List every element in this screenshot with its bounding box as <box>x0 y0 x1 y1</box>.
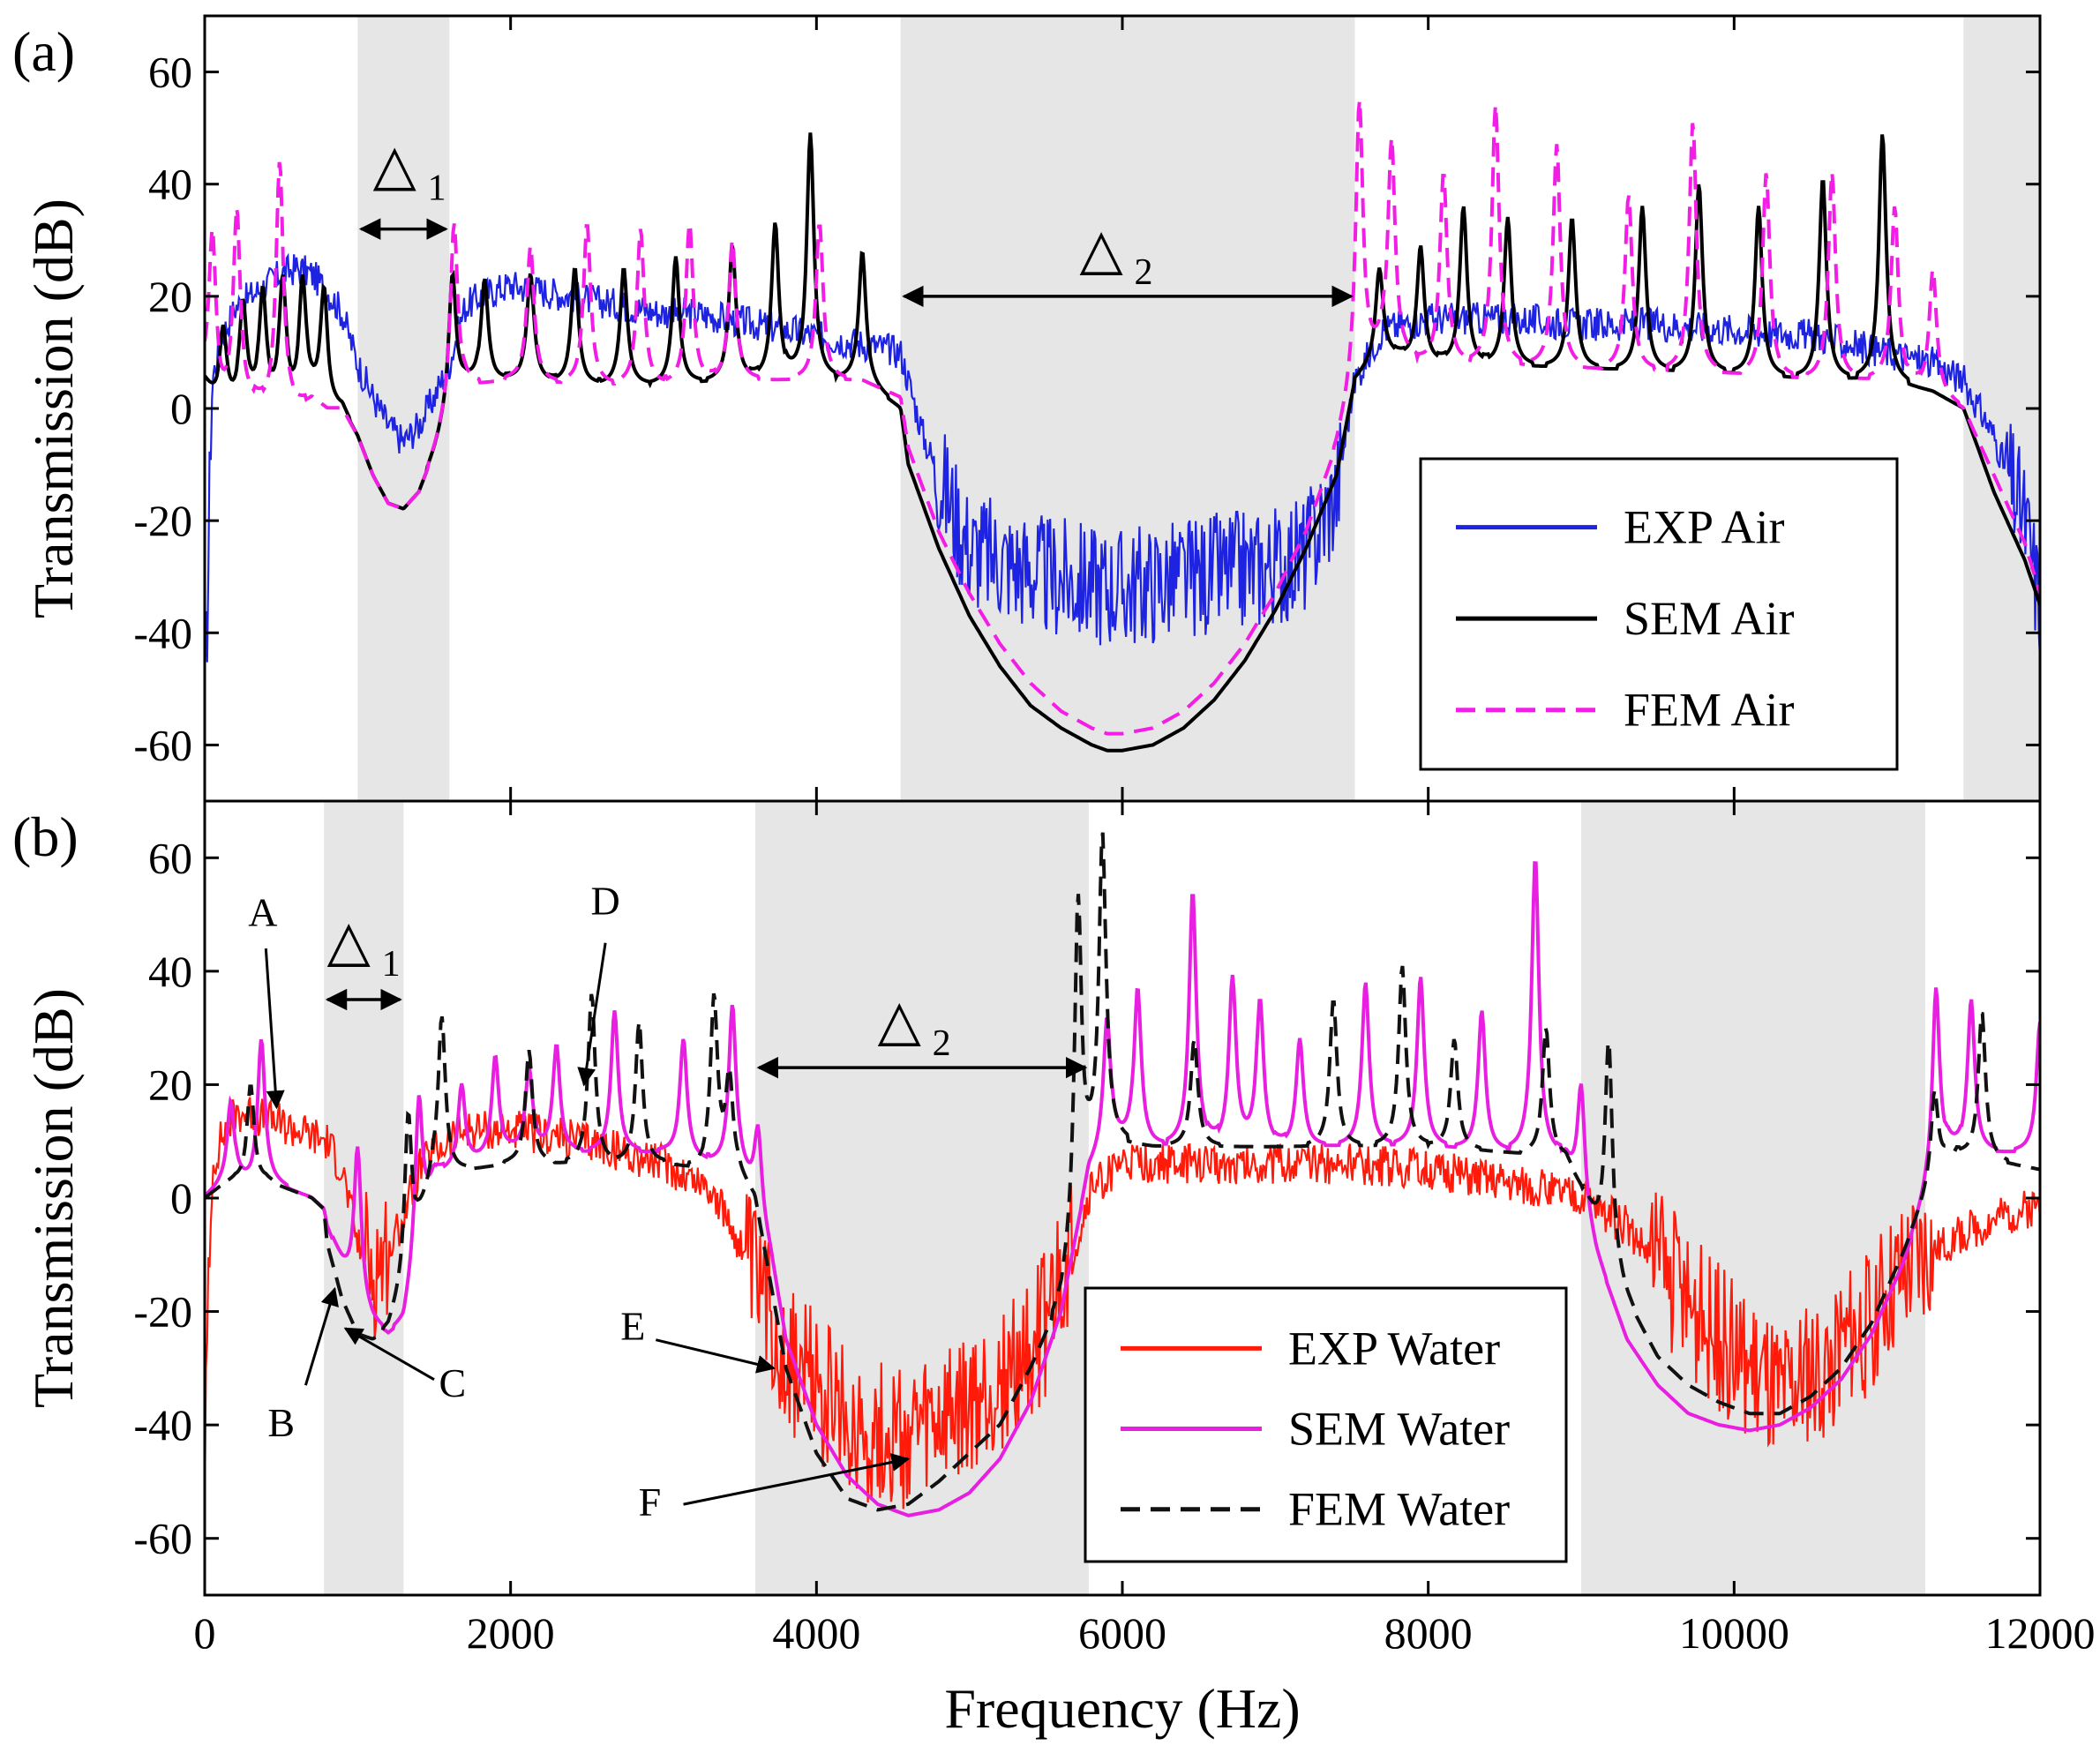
y-tick-label: -60 <box>133 1514 192 1563</box>
bandgap-region-1 <box>755 801 1089 1595</box>
point-label-F: F <box>639 1480 662 1525</box>
y-tick-label: -40 <box>133 608 192 657</box>
legend-label: FEM Water <box>1288 1483 1510 1536</box>
bandgap-region-2 <box>1581 801 1925 1595</box>
bandgap-region-0 <box>324 801 404 1595</box>
series-line-fem-air <box>205 99 2040 736</box>
y-tick-label: -20 <box>133 1287 192 1337</box>
y-axis-title: Transmission (dB) <box>22 199 85 618</box>
point-label-E: E <box>620 1304 645 1349</box>
point-label-D: D <box>591 879 620 924</box>
y-tick-label: -60 <box>133 720 192 769</box>
point-arrow-C <box>343 1327 435 1382</box>
x-tick-label: 8000 <box>1384 1608 1473 1658</box>
delta-label-2: △ <box>1079 218 1123 281</box>
y-tick-label: 40 <box>148 947 192 996</box>
bandgap-region-1 <box>900 16 1355 801</box>
legend-label: EXP Air <box>1624 501 1785 554</box>
delta-subscript-2: 2 <box>933 1023 951 1064</box>
x-tick-label: 6000 <box>1078 1608 1166 1658</box>
delta-subscript-2: 2 <box>1134 252 1152 293</box>
panel-label: (b) <box>12 805 79 868</box>
legend: EXP Air SEM Air FEM Air <box>1419 457 1899 771</box>
y-axis-title: Transmission (dB) <box>22 988 85 1408</box>
point-label-C: C <box>439 1360 466 1405</box>
y-tick-label: 60 <box>148 48 192 97</box>
delta-subscript-1: 1 <box>428 169 446 209</box>
y-tick-label: 60 <box>148 833 192 882</box>
y-tick-label: 20 <box>148 1060 192 1109</box>
x-tick-label: 10000 <box>1679 1608 1789 1658</box>
x-tick-label: 0 <box>194 1608 216 1658</box>
legend-label: SEM Water <box>1288 1403 1510 1456</box>
delta-label-1: △ <box>373 134 417 197</box>
y-tick-label: 0 <box>170 1173 192 1223</box>
point-label-B: B <box>267 1400 295 1445</box>
y-tick-label: -20 <box>133 496 192 545</box>
point-arrow-B <box>304 1286 339 1386</box>
point-arrow-D <box>577 942 607 1087</box>
series-line-exp-water <box>205 1097 2040 1510</box>
legend-box <box>1084 1286 1568 1563</box>
legend: EXP Water SEM Water FEM Water <box>1084 1286 1568 1563</box>
x-tick-label: 12000 <box>1985 1608 2096 1658</box>
y-tick-label: -40 <box>133 1400 192 1450</box>
point-arrow-F <box>683 1453 911 1506</box>
panel-label: (a) <box>12 20 75 83</box>
legend-label: SEM Air <box>1624 592 1795 645</box>
bandgap-region-0 <box>357 16 450 801</box>
y-tick-label: 20 <box>148 272 192 321</box>
delta-label-1: △ <box>327 910 371 972</box>
x-axis-title: Frequency (Hz) <box>944 1677 1300 1740</box>
legend-label: FEM Air <box>1624 684 1795 737</box>
x-tick-label: 2000 <box>467 1608 555 1658</box>
series-line-sem-water <box>205 861 2040 1517</box>
series-line-fem-water <box>205 832 2040 1512</box>
point-arrow-E <box>655 1338 776 1374</box>
delta-subscript-1: 1 <box>382 944 401 985</box>
legend-label: EXP Water <box>1288 1322 1500 1375</box>
point-label-A: A <box>248 889 277 934</box>
x-tick-label: 4000 <box>772 1608 860 1658</box>
series-line-exp-air <box>205 252 2040 670</box>
y-tick-label: 0 <box>170 384 192 433</box>
delta-label-2: △ <box>878 989 922 1052</box>
y-tick-label: 40 <box>148 160 192 209</box>
legend-box <box>1419 457 1899 771</box>
panel-a: -60 -40 -20 0 20 40 60 Transmission (dB) (a) △ 1 △ 2… <box>12 14 2042 803</box>
point-arrow-A <box>264 948 285 1110</box>
